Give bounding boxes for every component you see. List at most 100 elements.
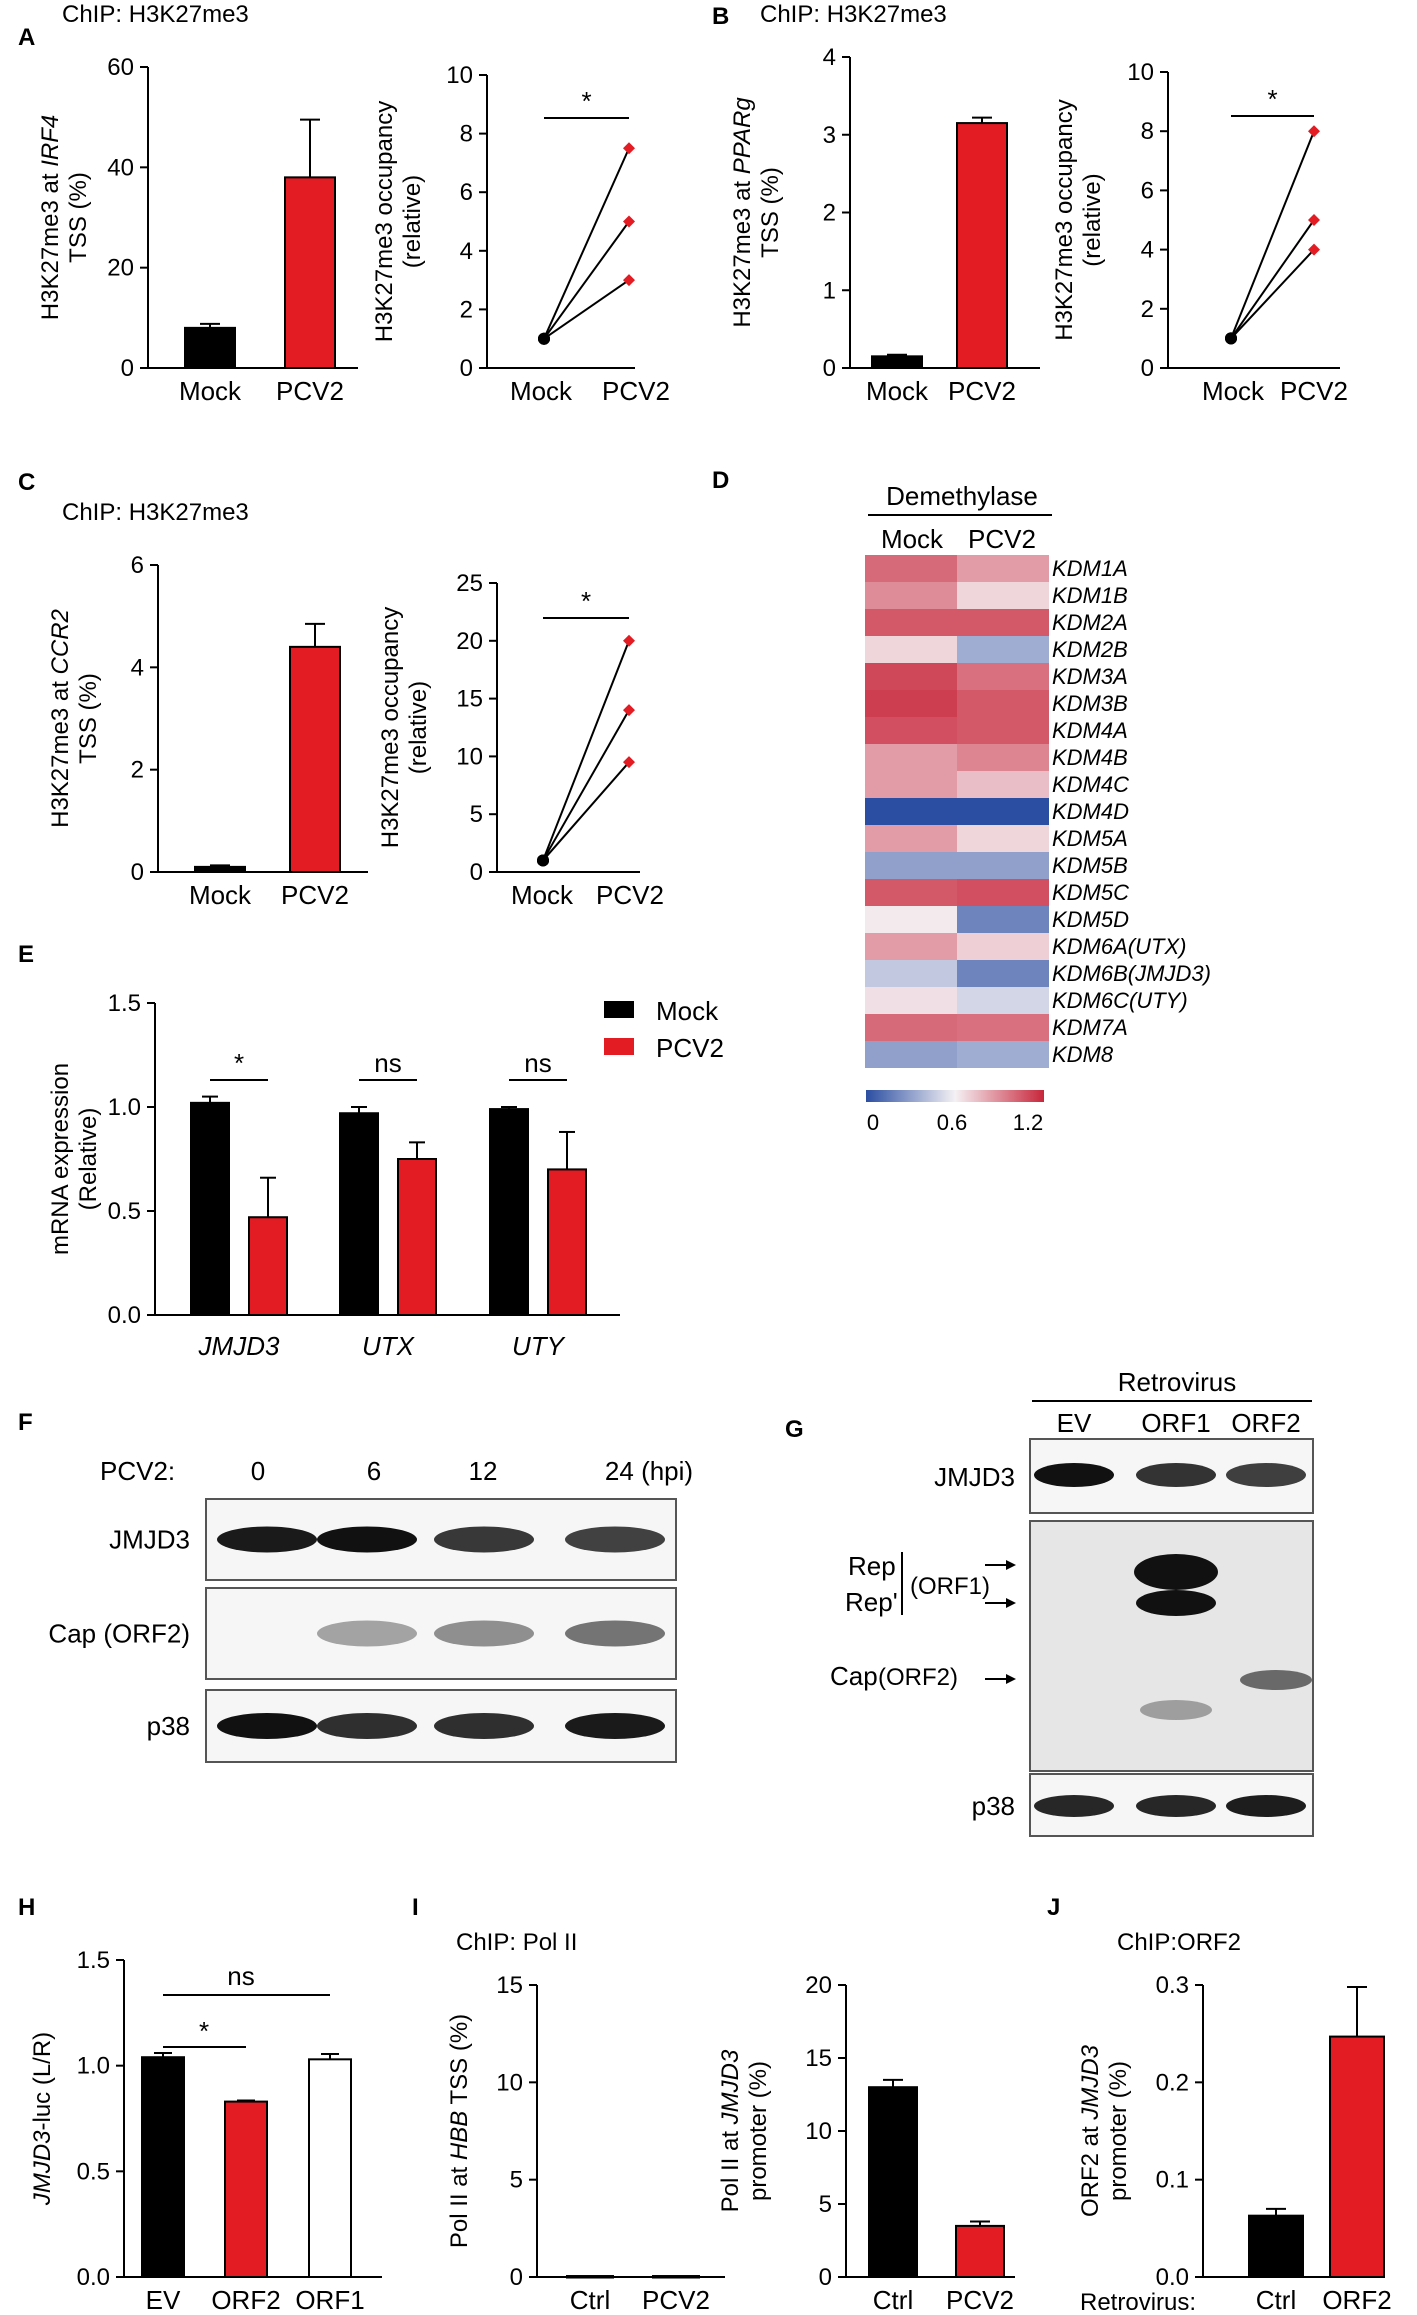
heatmap-row-label: KDM6B(JMJD3) [1052, 961, 1211, 986]
panel-label-g: G [785, 1416, 804, 1443]
heatmap-cell [865, 582, 957, 609]
heatmap-cell [957, 609, 1049, 636]
blot-g-lane-label: ORF2 [1231, 1408, 1300, 1438]
panel-label-i: I [412, 1894, 419, 1921]
heatmap-row-label: KDM6A(UTX) [1052, 934, 1186, 959]
chart-e-bar-mock [190, 1101, 230, 1316]
chart-B2-pair-line [1230, 130, 1315, 339]
blot-g-row-label: p38 [972, 1791, 1015, 1821]
blot-f-band [317, 1526, 417, 1553]
chart-B2-pair-line [1230, 248, 1315, 340]
chart-C2-significance-label: * [581, 586, 591, 616]
heatmap-cell [957, 690, 1049, 717]
chart-e-y-tick-label: 0.5 [108, 1198, 141, 1225]
blot-g-mid-label: Rep [848, 1551, 896, 1581]
chart-C2-y-label: (relative) [405, 681, 432, 774]
chart-I2-x-tick-label: PCV2 [946, 2285, 1014, 2315]
blot-g-band [1226, 1795, 1306, 1817]
heatmap-cell [957, 555, 1049, 582]
heatmap-cell [957, 663, 1049, 690]
chart-A-bar-pcv2 [284, 176, 336, 369]
blot-g-panel [1029, 1520, 1314, 1772]
chart-I-x-tick-label: PCV2 [642, 2285, 710, 2315]
chart-e-significance-label: ns [374, 1048, 401, 1078]
chart-C-y-tick-label: 2 [131, 757, 144, 784]
heatmap-cell [865, 771, 957, 798]
chart-B2-point-pcv2 [1308, 214, 1320, 226]
chart-C2-pair-line [542, 761, 630, 862]
chart-C2-x-tick-label: Mock [511, 880, 574, 910]
blot-g-band [1226, 1463, 1306, 1487]
chart-e-legend-label: PCV2 [656, 1033, 724, 1063]
chart-j-x-prefix: Retrovirus: [1080, 2289, 1196, 2315]
blot-f-band [434, 1713, 534, 1739]
chart-h-bar-orf2 [224, 2100, 268, 2278]
chart-j-title: ChIP:ORF2 [1117, 1929, 1241, 1956]
chart-C2-point-pcv2 [623, 634, 635, 647]
chart-J-x-tick-label: ORF2 [1322, 2285, 1391, 2315]
blot-f-lane-label: 0 [251, 1456, 265, 1486]
blot-f-lane-label: 12 [469, 1456, 498, 1486]
chart-h-y-label: JMJD3-luc (L/R) [29, 2032, 56, 2206]
chart-C-x-tick-label: PCV2 [281, 880, 349, 910]
chart-B2-pair-line [1230, 219, 1315, 339]
chart-I2-y-tick-label: 0 [819, 2264, 832, 2291]
blot-f-lane-label: 24 (hpi) [605, 1456, 693, 1486]
chart-h-x-tick-label: ORF1 [295, 2285, 364, 2315]
chart-B-bar-pcv2 [956, 122, 1008, 370]
chart-A2-y-tick-label: 10 [446, 62, 473, 89]
heatmap-cell [957, 1014, 1049, 1041]
chart-e-bar-pcv2 [547, 1168, 587, 1317]
blot-f-band [317, 1713, 417, 1739]
colorbar-tick-label: 0.6 [937, 1110, 968, 1135]
blot-g-mid-label: (ORF2) [878, 1664, 958, 1691]
heatmap-row-label: KDM5A [1052, 826, 1128, 851]
chart-J-y-tick-label: 0.1 [1156, 2167, 1189, 2194]
chart-J-bar-ctrl [1248, 2214, 1304, 2278]
blot-g-lane-label: ORF1 [1141, 1408, 1210, 1438]
heatmap-row-label: KDM2B [1052, 637, 1128, 662]
chart-h-y-tick-label: 1.5 [77, 1947, 110, 1974]
heatmap-row-label: KDM7A [1052, 1015, 1128, 1040]
heatmap-column-label: PCV2 [968, 524, 1036, 554]
chart-C-y-label: H3K27me3 at CCR2 [47, 609, 74, 828]
heatmap-cell [957, 933, 1049, 960]
heatmap-cell [865, 825, 957, 852]
heatmap-row-label: KDM8 [1052, 1042, 1114, 1067]
heatmap-row-label: KDM4C [1052, 772, 1129, 797]
chart-B-x-tick-label: PCV2 [948, 376, 1016, 406]
chart-h-x-tick-label: ORF2 [211, 2285, 280, 2315]
chart-B2-significance-label: * [1267, 84, 1277, 114]
heatmap-cell [865, 744, 957, 771]
chart-e-legend-swatch [604, 1001, 634, 1018]
chart-I2-y-tick-label: 15 [805, 2045, 832, 2072]
chart-B2-y-label: (relative) [1079, 173, 1106, 266]
chart-B2-point-mock [1225, 332, 1237, 345]
heatmap-cell [865, 852, 957, 879]
chart-A2-y-label: (relative) [399, 175, 426, 268]
heatmap-row-label: KDM5C [1052, 880, 1129, 905]
heatmap-row-label: KDM1A [1052, 556, 1128, 581]
heatmap-cell [865, 690, 957, 717]
chart-C2-point-pcv2 [623, 704, 635, 717]
chart-B-y-tick-label: 3 [823, 122, 836, 149]
chart-B-y-label: H3K27me3 at PPARg [729, 97, 756, 328]
blot-g-mid-label: (ORF1) [910, 1573, 990, 1600]
heatmap-row-label: KDM4B [1052, 745, 1128, 770]
chart-h-y-tick-label: 1.0 [77, 2053, 110, 2080]
chart-A-y-tick-label: 20 [107, 255, 134, 282]
blot-g-mid-label: Rep' [845, 1587, 898, 1617]
chart-A-y-tick-label: 40 [107, 154, 134, 181]
blot-g-band [1136, 1795, 1216, 1817]
chart-e-x-tick-label: JMJD3 [198, 1331, 280, 1361]
chart-C2-y-tick-label: 5 [470, 801, 483, 828]
chart-C-bar-pcv2 [289, 645, 341, 873]
chart-C2-y-label: H3K27me3 occupancy [377, 607, 404, 848]
blot-g-band [1136, 1463, 1216, 1487]
blot-g-band-rep-prime [1136, 1590, 1216, 1616]
blot-f-band [565, 1620, 665, 1647]
heatmap-cell [865, 798, 957, 825]
blot-f-band [565, 1713, 665, 1739]
chart-B2-x-tick-label: PCV2 [1280, 376, 1348, 406]
blot-g-band [1034, 1795, 1114, 1817]
